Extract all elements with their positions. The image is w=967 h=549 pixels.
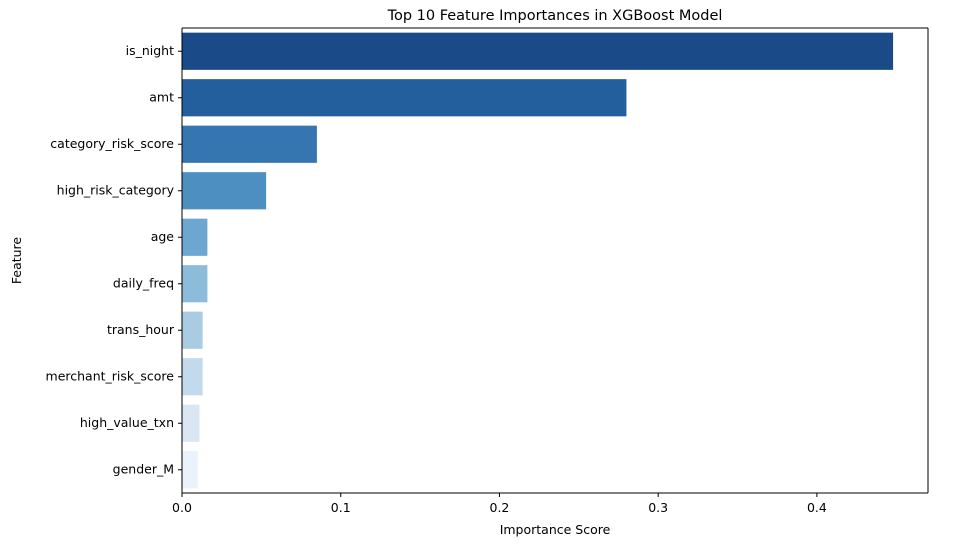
- x-tick-label: 0.0: [172, 500, 192, 515]
- bar-amt: [182, 79, 627, 117]
- bar-trans-hour: [182, 311, 203, 349]
- x-ticks-layer: 0.0 0.1 0.2 0.3 0.4: [172, 493, 827, 515]
- y-tick-label: high_risk_category: [57, 182, 175, 197]
- chart-title: Top 10 Feature Importances in XGBoost Mo…: [387, 8, 723, 24]
- bar-gender-M: [182, 451, 198, 489]
- y-axis-label: Feature: [9, 237, 24, 285]
- x-tick-label: 0.3: [648, 500, 668, 515]
- y-tick-label: high_value_txn: [80, 415, 174, 430]
- bar-high-value-txn: [182, 404, 200, 442]
- x-tick-label: 0.4: [807, 500, 827, 515]
- bar-is-night: [182, 32, 894, 70]
- y-tick-label: daily_freq: [113, 275, 174, 290]
- bar-category-risk-score: [182, 125, 317, 163]
- axes-layer: [181, 27, 929, 494]
- bar-high-risk-category: [182, 172, 267, 210]
- y-tick-label: merchant_risk_score: [46, 368, 175, 383]
- y-tick-label: age: [151, 229, 175, 244]
- x-tick-label: 0.1: [331, 500, 351, 515]
- y-tick-label: amt: [149, 89, 174, 104]
- y-tick-label: is_night: [126, 43, 174, 58]
- x-axis-label: Importance Score: [500, 522, 611, 537]
- bar-daily-freq: [182, 265, 208, 303]
- y-tick-label: gender_M: [113, 461, 174, 476]
- x-tick-label: 0.2: [490, 500, 510, 515]
- bar-merchant-risk-score: [182, 358, 203, 396]
- bar-age: [182, 218, 208, 256]
- y-tick-label: category_risk_score: [50, 136, 174, 151]
- y-tick-label: trans_hour: [107, 322, 175, 337]
- bars-layer: [182, 32, 894, 489]
